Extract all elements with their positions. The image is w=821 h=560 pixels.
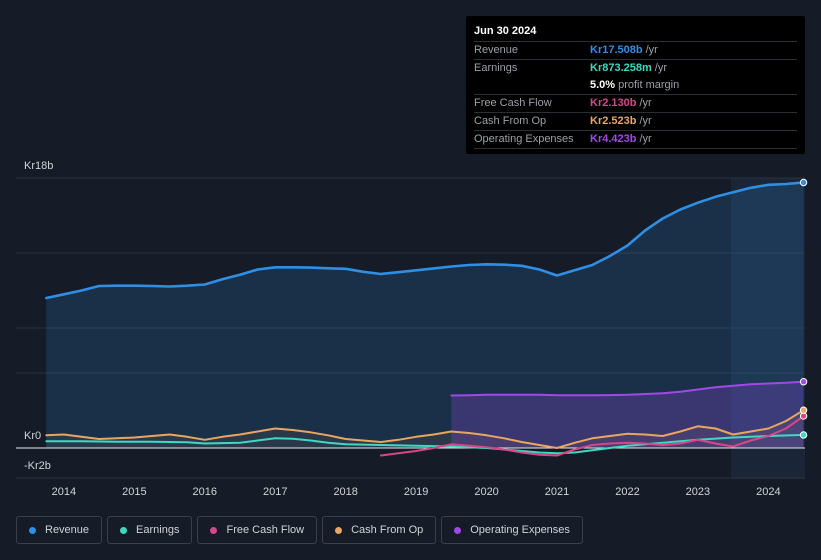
operating-expenses-end-marker bbox=[799, 378, 808, 386]
tooltip-label: Operating Expenses bbox=[474, 133, 574, 145]
tooltip-row-operating-expenses: Operating Expenses Kr4.423b /yr bbox=[474, 131, 797, 149]
x-tick-label: 2016 bbox=[193, 486, 217, 498]
revenue-area bbox=[46, 182, 804, 448]
tooltip-unit: /yr bbox=[639, 97, 652, 109]
x-tick-label: 2015 bbox=[122, 486, 146, 498]
x-tick-label: 2022 bbox=[615, 486, 639, 498]
x-tick-label: 2020 bbox=[474, 486, 498, 498]
tooltip-label: Free Cash Flow bbox=[474, 97, 552, 109]
x-tick-label: 2019 bbox=[404, 486, 428, 498]
earnings-end-marker bbox=[799, 431, 808, 439]
legend-item-operating-expenses[interactable]: Operating Expenses bbox=[441, 516, 583, 544]
tooltip-label: Cash From Op bbox=[474, 115, 547, 127]
tooltip-panel: Jun 30 2024 Revenue Kr17.508b /yr Earnin… bbox=[466, 16, 805, 154]
tooltip-unit: /yr bbox=[639, 115, 652, 127]
legend-dot-icon bbox=[210, 526, 218, 534]
cash-from-op-line bbox=[45, 409, 805, 449]
legend-item-free-cash-flow[interactable]: Free Cash Flow bbox=[197, 516, 318, 544]
legend-dot-icon bbox=[454, 526, 462, 534]
x-tick-label: 2023 bbox=[686, 486, 710, 498]
tooltip-value: 5.0% bbox=[590, 79, 616, 91]
legend: Revenue Earnings Free Cash Flow Cash Fro… bbox=[16, 516, 583, 544]
y-tick-label: Kr0 bbox=[24, 430, 41, 442]
tooltip-unit: /yr bbox=[645, 44, 658, 56]
legend-label: Cash From Op bbox=[351, 524, 424, 536]
legend-item-cash-from-op[interactable]: Cash From Op bbox=[322, 516, 437, 544]
revenue-line bbox=[45, 181, 805, 300]
tooltip-value: Kr873.258m bbox=[590, 62, 652, 74]
legend-dot-icon bbox=[335, 526, 343, 534]
tooltip-value: Kr2.523b bbox=[590, 115, 637, 127]
x-tick-label: 2018 bbox=[333, 486, 357, 498]
cash-from-op-end-marker bbox=[799, 406, 808, 414]
tooltip-unit: /yr bbox=[639, 133, 652, 145]
legend-item-revenue[interactable]: Revenue bbox=[16, 516, 103, 544]
tooltip-unit: profit margin bbox=[618, 79, 680, 91]
tooltip-date: Jun 30 2024 bbox=[474, 24, 797, 42]
revenue-end-marker bbox=[799, 178, 808, 187]
tooltip-label: Earnings bbox=[474, 62, 518, 74]
tooltip-row-profit-margin: 5.0% profit margin bbox=[474, 77, 797, 95]
tooltip-value: Kr17.508b bbox=[590, 44, 643, 56]
x-tick-label: 2021 bbox=[545, 486, 569, 498]
legend-label: Revenue bbox=[45, 524, 90, 536]
tooltip-value: Kr4.423b bbox=[590, 133, 637, 145]
x-tick-label: 2014 bbox=[52, 486, 76, 498]
legend-dot-icon bbox=[120, 526, 128, 534]
cash-from-op-area bbox=[46, 410, 804, 448]
tooltip-unit: /yr bbox=[654, 62, 668, 74]
y-tick-label: -Kr2b bbox=[24, 460, 51, 472]
legend-item-earnings[interactable]: Earnings bbox=[107, 516, 193, 544]
earnings-line bbox=[45, 433, 805, 455]
x-tick-label: 2017 bbox=[263, 486, 287, 498]
legend-label: Free Cash Flow bbox=[226, 524, 305, 536]
free-cash-flow-line bbox=[379, 415, 805, 457]
tooltip-row-free-cash-flow: Free Cash Flow Kr2.130b /yr bbox=[474, 95, 797, 113]
operating-expenses-line bbox=[450, 380, 805, 397]
operating-expenses-area bbox=[451, 381, 804, 448]
x-tick-label: 2024 bbox=[756, 486, 780, 498]
legend-label: Operating Expenses bbox=[470, 524, 570, 536]
legend-dot-icon bbox=[29, 526, 36, 534]
tooltip-row-earnings: Earnings Kr873.258m /yr bbox=[474, 60, 797, 77]
tooltip-value: Kr2.130b bbox=[590, 97, 637, 109]
tooltip-row-revenue: Revenue Kr17.508b /yr bbox=[474, 42, 797, 60]
tooltip-row-cash-from-op: Cash From Op Kr2.523b /yr bbox=[474, 113, 797, 131]
legend-label: Earnings bbox=[136, 524, 180, 536]
tooltip-label bbox=[474, 77, 590, 94]
tooltip-label: Revenue bbox=[474, 44, 519, 56]
y-tick-label: Kr18b bbox=[24, 160, 53, 172]
